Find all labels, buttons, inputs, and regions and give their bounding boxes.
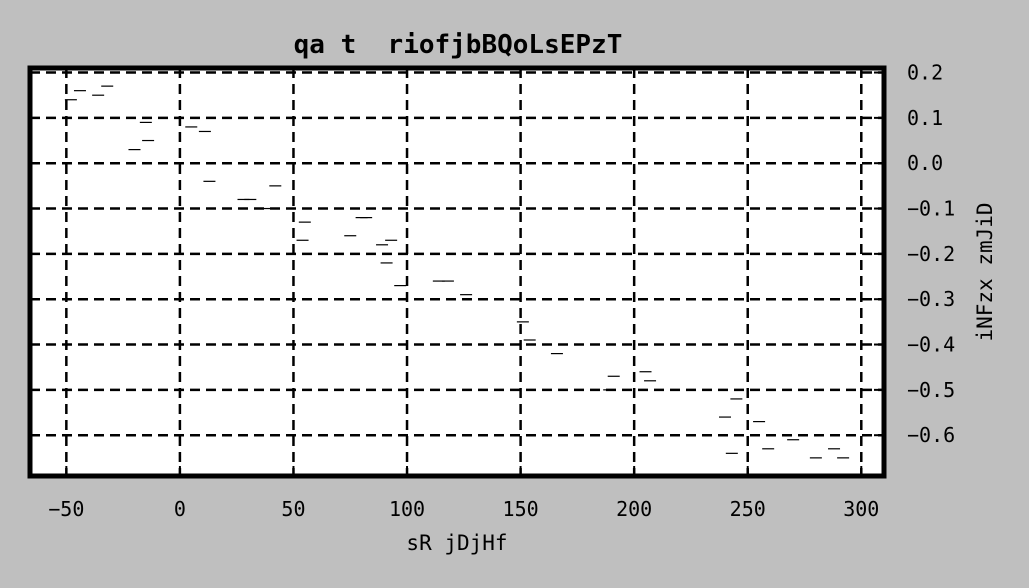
y-tick-label: 0.0 [907,151,943,175]
y-tick-label: −0.6 [907,423,955,447]
y-tick-label: 0.1 [907,106,943,130]
x-axis-title: sR jDjHf [406,531,507,555]
x-tick-label: 0 [174,497,186,521]
data-markers [64,85,850,459]
chart-title: qa t riofjbBQoLsEPzT [294,30,623,60]
x-axis-ticks: −50 0 50 100 150 200 250 300 [48,466,879,521]
y-tick-label: −0.5 [907,378,955,402]
y-tick-label: −0.1 [907,197,955,221]
plot-frame [27,65,887,479]
x-tick-label: 300 [843,497,879,521]
x-tick-label: 150 [503,497,539,521]
y-tick-label: 0.2 [907,61,943,85]
grid [30,68,884,476]
y-axis-title: iNFzx zmJiD [973,202,997,341]
y-tick-label: −0.3 [907,287,955,311]
x-tick-label: 250 [730,497,766,521]
y-tick-label: −0.2 [907,242,955,266]
x-tick-label: 100 [389,497,425,521]
plot-area [30,68,884,476]
y-tick-label: −0.4 [907,333,955,357]
x-tick-label: −50 [48,497,84,521]
x-tick-label: 50 [281,497,305,521]
y-axis-ticks: 0.2 0.1 0.0 −0.1 −0.2 −0.3 −0.4 −0.5 −0.6 [874,61,955,447]
x-tick-label: 200 [616,497,652,521]
